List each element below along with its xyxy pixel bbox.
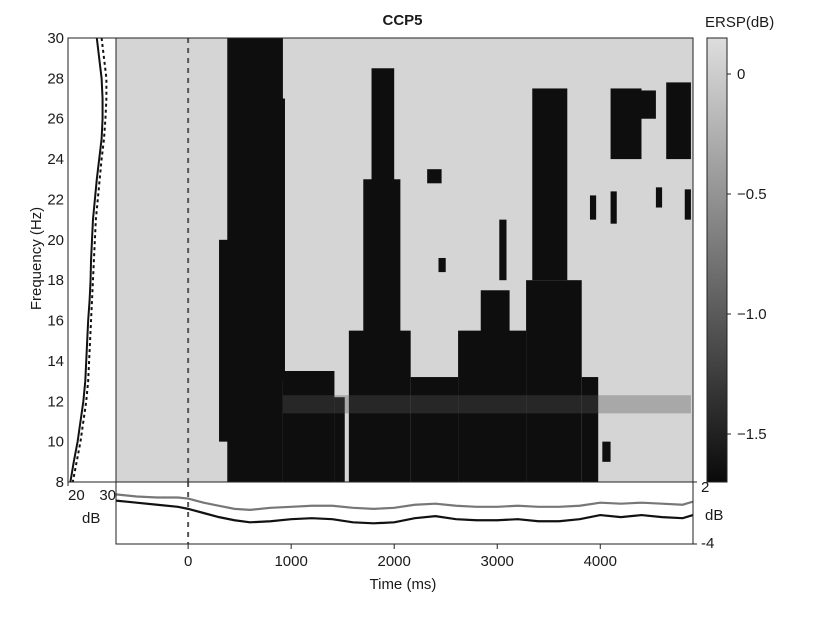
x-tick-label: 0	[184, 553, 192, 570]
colorbar	[707, 38, 727, 482]
colorbar-tick: −0.5	[737, 186, 767, 203]
y-tick-label: 10	[47, 434, 64, 451]
x-tick-label: 3000	[481, 553, 514, 570]
y-tick-label: 12	[47, 393, 64, 410]
x-tick-label: 1000	[274, 553, 307, 570]
y-tick-label: 28	[47, 70, 64, 87]
left-panel-tick: 30	[99, 487, 116, 504]
y-tick-label: 14	[47, 353, 64, 370]
colorbar-tick: 0	[737, 66, 745, 83]
y-tick-label: 22	[47, 191, 64, 208]
x-axis-label: Time (ms)	[370, 576, 437, 593]
y-tick-label: 18	[47, 272, 64, 289]
y-tick-label: 20	[47, 232, 64, 249]
y-tick-label: 16	[47, 313, 64, 330]
bottom-panel-tick: -4	[701, 535, 714, 552]
chart-title: CCP5	[383, 12, 423, 29]
y-axis-label: Frequency (Hz)	[28, 207, 45, 310]
colorbar-tick: −1.0	[737, 306, 767, 323]
y-tick-label: 26	[47, 111, 64, 128]
y-tick-label: 30	[47, 30, 64, 47]
x-tick-label: 2000	[378, 553, 411, 570]
left-panel-tick: 20	[68, 487, 85, 504]
y-tick-label: 8	[56, 474, 64, 491]
x-tick-label: 4000	[584, 553, 617, 570]
colorbar-tick: −1.5	[737, 426, 767, 443]
y-tick-label: 24	[47, 151, 64, 168]
left-panel-label: dB	[82, 510, 100, 527]
colorbar-title: ERSP(dB)	[705, 14, 774, 31]
bottom-panel-label: dB	[705, 507, 723, 524]
